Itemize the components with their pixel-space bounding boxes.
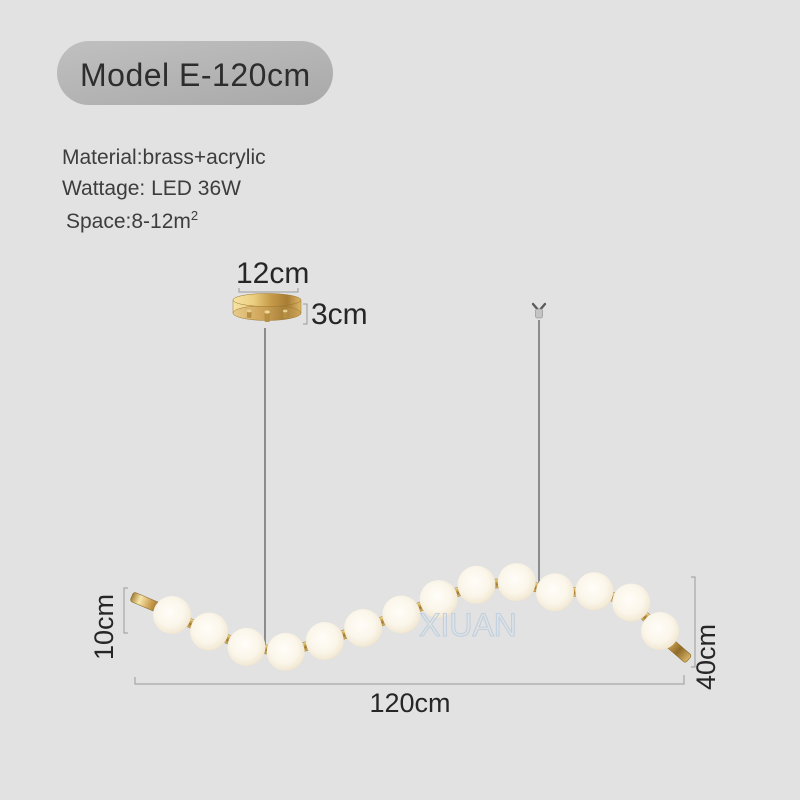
svg-text:120cm: 120cm xyxy=(369,688,450,718)
svg-text:10cm: 10cm xyxy=(89,594,119,660)
svg-text:40cm: 40cm xyxy=(691,624,721,690)
svg-text:12cm: 12cm xyxy=(236,257,309,290)
svg-text:XIUAN: XIUAN xyxy=(419,607,517,643)
svg-text:3cm: 3cm xyxy=(311,298,368,331)
